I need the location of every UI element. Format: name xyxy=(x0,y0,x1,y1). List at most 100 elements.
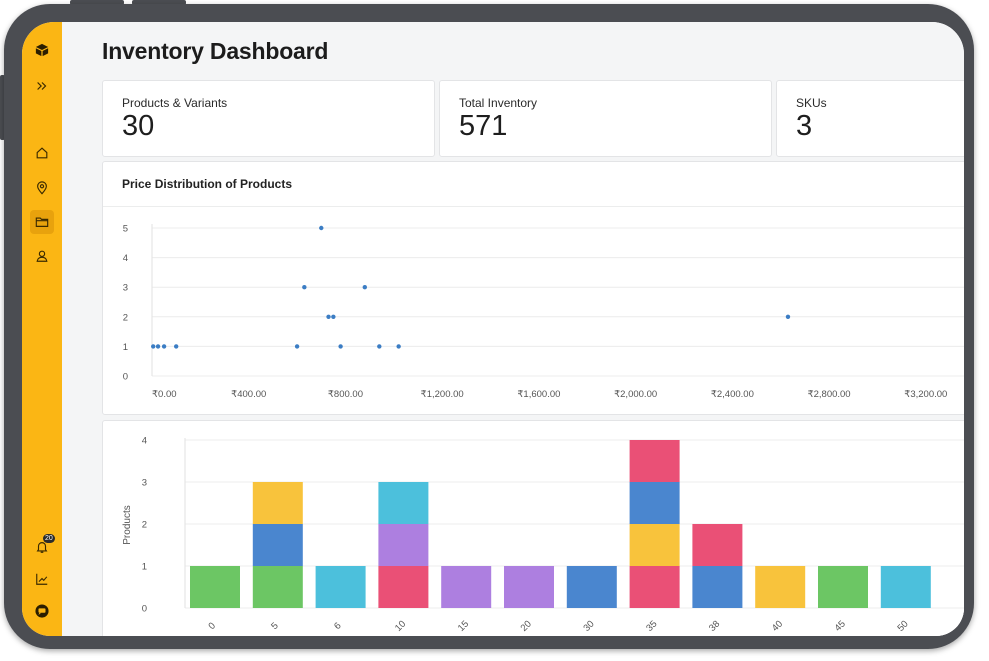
bar-segment xyxy=(378,566,429,608)
scatter-point xyxy=(151,344,156,349)
scatter-point xyxy=(785,314,791,319)
x-tick-label: 35 xyxy=(644,619,659,634)
x-tick-label: 30 xyxy=(581,619,596,634)
products-bar-card: 01234Products056101520303538404550Na xyxy=(102,420,964,636)
scatter-point xyxy=(338,344,343,349)
x-tick-label: 0 xyxy=(206,620,218,632)
stat-label: Products & Variants xyxy=(122,96,228,110)
device-top-button-2 xyxy=(132,0,186,5)
y-tick-label: 2 xyxy=(142,520,147,531)
bar-segment xyxy=(692,524,743,566)
divider xyxy=(103,206,964,207)
bar-segment xyxy=(378,482,429,524)
page-title: Inventory Dashboard xyxy=(102,38,329,64)
scatter-point xyxy=(362,285,367,290)
scatter-point xyxy=(319,225,324,231)
stat-value: 3 xyxy=(796,110,813,142)
x-tick-label: 38 xyxy=(707,619,722,634)
panel-title: Price Distribution of Products xyxy=(122,177,293,191)
bar-segment xyxy=(504,566,554,608)
scatter-point xyxy=(377,344,382,349)
y-tick-label: 0 xyxy=(123,372,128,383)
stat-value: 30 xyxy=(122,110,155,142)
stat-label: SKUs xyxy=(796,96,827,110)
bar-segment xyxy=(252,524,303,566)
scatter-point xyxy=(155,344,161,349)
expand-sidebar-icon[interactable] xyxy=(30,74,54,98)
scatter-point xyxy=(173,344,179,349)
x-tick-label: 10 xyxy=(393,619,408,634)
stat-value: 571 xyxy=(459,110,508,142)
y-tick-label: 3 xyxy=(123,283,128,294)
x-tick-label: ₹1,200.00 xyxy=(421,389,464,400)
scatter-point xyxy=(161,344,167,349)
y-tick-label: 3 xyxy=(142,478,147,489)
scatter-point xyxy=(326,314,331,319)
x-tick-label: 5 xyxy=(269,620,281,632)
screen: 20 Inventory Dashboard Products & Varian… xyxy=(22,22,964,636)
x-tick-label: ₹400.00 xyxy=(231,389,266,400)
bar-segment xyxy=(629,440,680,482)
x-tick-label: ₹2,400.00 xyxy=(711,389,754,400)
stat-card-total-inventory: Total Inventory 571 xyxy=(439,80,772,157)
stat-label: Total Inventory xyxy=(459,96,538,110)
y-tick-label: 0 xyxy=(142,604,147,615)
device-frame: 20 Inventory Dashboard Products & Varian… xyxy=(4,4,974,649)
bar-segment xyxy=(880,566,931,608)
price-distribution-card: Price Distribution of Products 0 1 2 3 4 5 ₹0.… xyxy=(102,161,964,415)
chat-icon[interactable] xyxy=(30,599,54,623)
x-tick-label: 40 xyxy=(770,619,785,634)
bar-segment xyxy=(252,482,303,524)
bar-segment xyxy=(566,566,617,608)
x-tick-label: 15 xyxy=(456,619,471,634)
y-axis-title: Products xyxy=(122,505,133,544)
scatter-point xyxy=(302,285,307,290)
user-icon[interactable] xyxy=(30,244,54,268)
x-tick-label: ₹1,600.00 xyxy=(517,389,560,400)
y-tick-label: 1 xyxy=(142,562,147,573)
y-tick-label: 4 xyxy=(142,436,147,447)
bar-segment xyxy=(692,566,743,608)
analytics-icon[interactable] xyxy=(30,567,54,591)
x-tick-label: 6 xyxy=(332,620,344,632)
x-tick-label: 45 xyxy=(833,619,848,634)
main-content: Inventory Dashboard Products & Variants … xyxy=(62,22,964,636)
home-icon[interactable] xyxy=(30,141,54,165)
notification-count-badge: 20 xyxy=(43,534,55,543)
x-tick-label: ₹0.00 xyxy=(152,389,177,400)
scatter-point xyxy=(331,314,336,319)
stat-card-products-variants: Products & Variants 30 xyxy=(102,80,435,157)
x-tick-label: ₹2,800.00 xyxy=(808,389,851,400)
x-tick-label: 50 xyxy=(895,619,910,634)
bar-segment xyxy=(315,566,366,608)
y-tick-label: 2 xyxy=(123,312,128,323)
bar-segment xyxy=(378,524,429,566)
bar-segment xyxy=(818,566,868,608)
bar-segment xyxy=(441,566,492,608)
bar-segment xyxy=(755,566,806,608)
bar-segment xyxy=(190,566,240,608)
x-tick-label: ₹800.00 xyxy=(328,389,363,400)
location-icon[interactable] xyxy=(30,176,54,200)
x-tick-label: ₹2,000.00 xyxy=(614,389,657,400)
scatter-point xyxy=(294,344,300,349)
device-side-button xyxy=(0,75,5,140)
device-top-button-1 xyxy=(70,0,124,5)
bar-segment xyxy=(629,524,680,566)
app-logo-icon[interactable] xyxy=(30,38,54,62)
y-tick-label: 4 xyxy=(123,253,128,264)
scatter-point xyxy=(396,344,401,349)
x-tick-label: ₹3,200.00 xyxy=(904,389,947,400)
bar-segment xyxy=(629,566,680,608)
price-distribution-scatter-chart: 0 1 2 3 4 5 ₹0.00 ₹400.00 ₹800.00 ₹1,200.00 ₹1,600… xyxy=(123,224,964,400)
x-tick-label: 20 xyxy=(519,619,534,634)
stat-card-skus: SKUs 3 xyxy=(776,80,964,157)
sidebar: 20 xyxy=(22,22,62,636)
bar-segment xyxy=(252,566,303,608)
products-stacked-bar-chart: 01234Products056101520303538404550Na xyxy=(122,436,964,634)
y-tick-label: 1 xyxy=(123,342,128,353)
y-tick-label: 5 xyxy=(123,224,128,235)
folder-icon[interactable] xyxy=(30,210,54,234)
bell-icon[interactable] xyxy=(30,535,54,559)
bar-segment xyxy=(629,482,680,524)
